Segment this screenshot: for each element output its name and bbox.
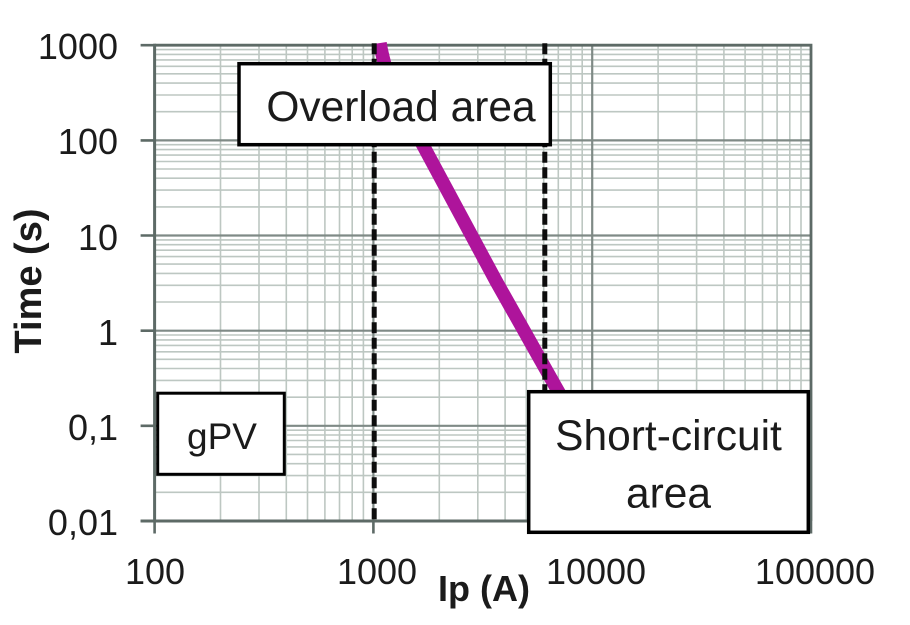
svg-text:1000: 1000 <box>337 551 417 592</box>
svg-text:Time (s): Time (s) <box>8 208 50 353</box>
svg-text:gPV: gPV <box>187 416 257 457</box>
svg-text:0,1: 0,1 <box>68 407 118 448</box>
svg-text:1000: 1000 <box>38 26 118 67</box>
svg-text:Short-circuit: Short-circuit <box>555 413 782 460</box>
svg-text:area: area <box>626 471 711 518</box>
svg-text:100000: 100000 <box>755 551 875 592</box>
svg-text:0,01: 0,01 <box>48 502 118 543</box>
svg-text:Ip (A): Ip (A) <box>438 568 530 609</box>
svg-text:10: 10 <box>78 217 118 258</box>
svg-text:100: 100 <box>58 121 118 162</box>
svg-text:100: 100 <box>125 551 185 592</box>
svg-text:1: 1 <box>98 312 118 353</box>
svg-text:Overload area: Overload area <box>266 84 536 131</box>
svg-text:10000: 10000 <box>546 551 646 592</box>
